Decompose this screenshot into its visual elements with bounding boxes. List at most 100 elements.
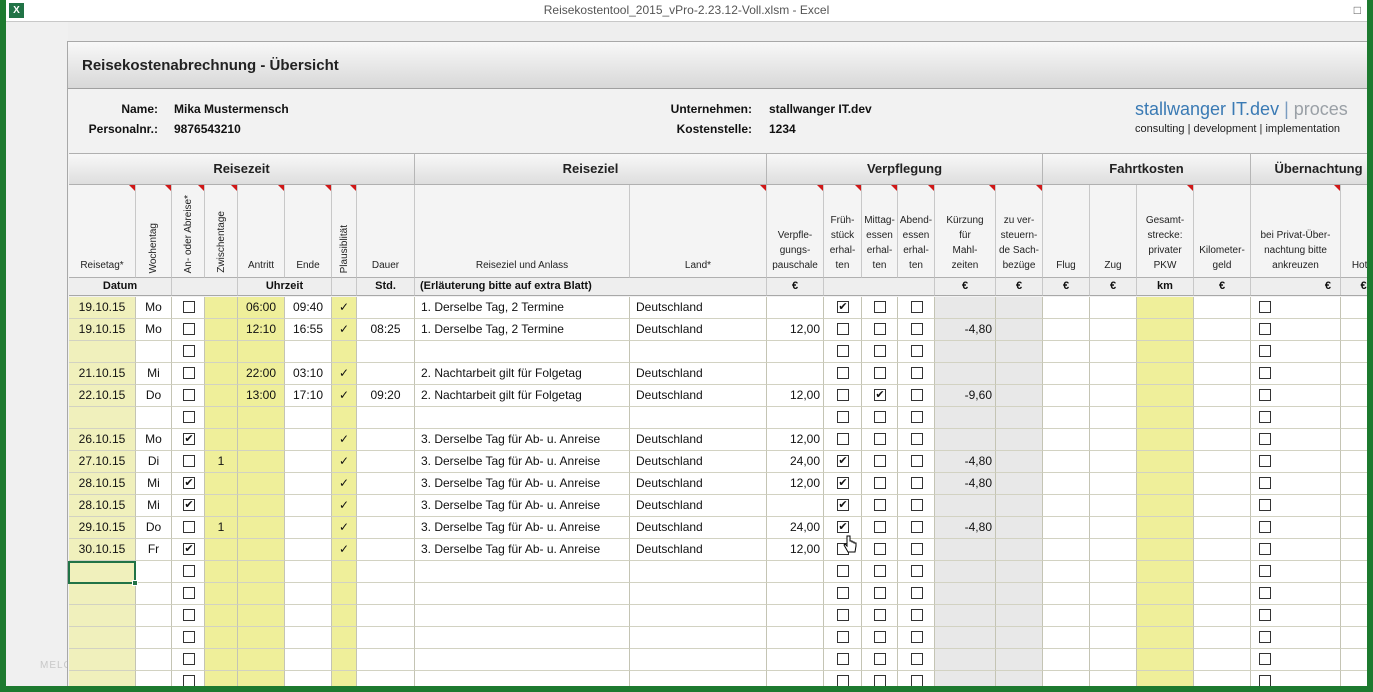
cell-kuerzung[interactable] [935,363,996,385]
cell-abendessen[interactable] [898,429,935,451]
checkbox-privat-uebernachtung[interactable] [1259,499,1271,511]
cell-flug[interactable] [1043,363,1090,385]
cell-verpflegungspauschale[interactable] [767,495,824,517]
checkbox-mittagessen[interactable] [874,653,886,665]
cell-ende[interactable] [285,561,332,583]
cell-reiseziel-anlass[interactable]: 3. Derselbe Tag für Ab- u. Anreise [415,451,630,473]
checkbox-mittagessen[interactable] [874,499,886,511]
cell-flug[interactable] [1043,627,1090,649]
cell-dauer[interactable] [357,429,415,451]
cell-ende[interactable] [285,429,332,451]
cell-wochentag[interactable] [136,583,172,605]
cell-hotel[interactable] [1341,671,1367,686]
cell-zug[interactable] [1090,385,1137,407]
cell-gesamtstrecke[interactable] [1137,583,1194,605]
cell-sachbezuege[interactable] [996,583,1043,605]
cell-flug[interactable] [1043,649,1090,671]
checkbox-mittagessen[interactable] [874,323,886,335]
checkbox-mittagessen[interactable] [874,433,886,445]
cell-mittagessen[interactable] [862,649,898,671]
cell-dauer[interactable] [357,341,415,363]
cell-an-abreise[interactable] [172,671,205,686]
checkbox-privat-uebernachtung[interactable] [1259,543,1271,555]
cell-abendessen[interactable] [898,363,935,385]
checkbox-privat-uebernachtung[interactable] [1259,609,1271,621]
cell-abendessen[interactable] [898,649,935,671]
cell-gesamtstrecke[interactable] [1137,561,1194,583]
cell-verpflegungspauschale[interactable] [767,363,824,385]
cell-an-abreise[interactable] [172,341,205,363]
cell-privat-uebernachtung[interactable] [1251,407,1341,429]
cell-gesamtstrecke[interactable] [1137,319,1194,341]
checkbox-abendessen[interactable] [911,565,923,577]
cell-verpflegungspauschale[interactable]: 12,00 [767,429,824,451]
cell-ende[interactable] [285,583,332,605]
cell-mittagessen[interactable]: ✔ [862,385,898,407]
cell-zwischentage[interactable] [205,561,238,583]
cell-kuerzung[interactable] [935,297,996,319]
checkbox-an-abreise[interactable] [183,631,195,643]
cell-privat-uebernachtung[interactable] [1251,649,1341,671]
cell-reiseziel-anlass[interactable] [415,407,630,429]
checkbox-abendessen[interactable] [911,433,923,445]
cell-antritt[interactable] [238,451,285,473]
cell-land[interactable] [630,407,767,429]
cell-zwischentage[interactable] [205,407,238,429]
cell-reiseziel-anlass[interactable]: 3. Derselbe Tag für Ab- u. Anreise [415,473,630,495]
cell-land[interactable]: Deutschland [630,429,767,451]
cell-ende[interactable] [285,341,332,363]
checkbox-mittagessen[interactable] [874,367,886,379]
cell-privat-uebernachtung[interactable] [1251,297,1341,319]
checkbox-mittagessen[interactable] [874,477,886,489]
cell-zwischentage[interactable]: 1 [205,517,238,539]
cell-antritt[interactable]: 12:10 [238,319,285,341]
cell-land[interactable] [630,341,767,363]
cell-sachbezuege[interactable] [996,429,1043,451]
checkbox-abendessen[interactable] [911,345,923,357]
cell-kilometergeld[interactable] [1194,605,1251,627]
cell-kuerzung[interactable] [935,429,996,451]
cell-dauer[interactable] [357,605,415,627]
cell-hotel[interactable] [1341,583,1367,605]
cell-abendessen[interactable] [898,671,935,686]
checkbox-abendessen[interactable] [911,455,923,467]
cell-wochentag[interactable]: Mi [136,473,172,495]
checkbox-privat-uebernachtung[interactable] [1259,587,1271,599]
checkbox-an-abreise[interactable] [183,609,195,621]
cell-an-abreise[interactable] [172,297,205,319]
checkbox-mittagessen[interactable] [874,455,886,467]
cell-privat-uebernachtung[interactable] [1251,605,1341,627]
cell-gesamtstrecke[interactable] [1137,671,1194,686]
cell-wochentag[interactable]: Mo [136,297,172,319]
cell-kilometergeld[interactable] [1194,297,1251,319]
cell-dauer[interactable] [357,297,415,319]
checkbox-abendessen[interactable] [911,499,923,511]
cell-land[interactable] [630,627,767,649]
cell-kilometergeld[interactable] [1194,583,1251,605]
cell-fruehstueck[interactable] [824,407,862,429]
cell-hotel[interactable] [1341,451,1367,473]
checkbox-an-abreise[interactable] [183,367,195,379]
cell-kilometergeld[interactable] [1194,363,1251,385]
cell-reiseziel-anlass[interactable] [415,605,630,627]
cell-verpflegungspauschale[interactable] [767,671,824,686]
cell-privat-uebernachtung[interactable] [1251,341,1341,363]
checkbox-abendessen[interactable] [911,389,923,401]
cell-zug[interactable] [1090,451,1137,473]
checkbox-fruehstueck[interactable]: ✔ [837,300,849,313]
cell-ende[interactable] [285,649,332,671]
cell-flug[interactable] [1043,671,1090,686]
checkbox-an-abreise[interactable] [183,345,195,357]
cell-privat-uebernachtung[interactable] [1251,451,1341,473]
checkbox-privat-uebernachtung[interactable] [1259,433,1271,445]
cell-fruehstueck[interactable] [824,627,862,649]
cell-dauer[interactable] [357,583,415,605]
cell-privat-uebernachtung[interactable] [1251,473,1341,495]
cell-kuerzung[interactable] [935,649,996,671]
cell-wochentag[interactable]: Di [136,451,172,473]
checkbox-mittagessen[interactable]: ✔ [874,388,886,401]
cell-hotel[interactable] [1341,363,1367,385]
cell-ende[interactable] [285,605,332,627]
checkbox-fruehstueck[interactable] [837,411,849,423]
cell-antritt[interactable] [238,407,285,429]
